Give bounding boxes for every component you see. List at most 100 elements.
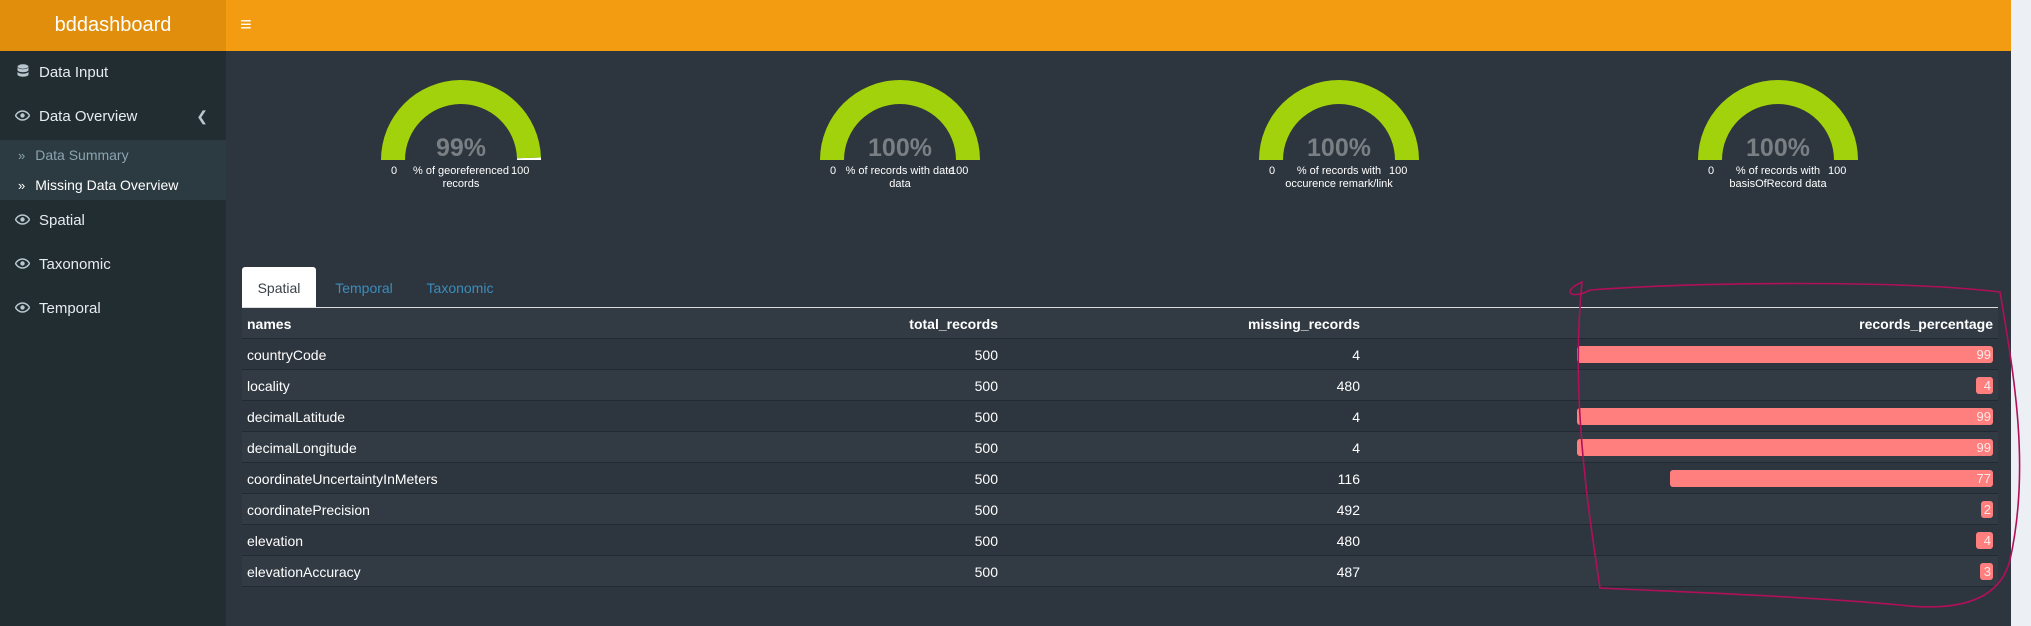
cell-missing-records: 4 [1352, 439, 1360, 456]
percentage-bar-track: 99 [1573, 439, 1993, 456]
cell-missing-records: 480 [1336, 532, 1360, 549]
sidebar-item-label: Spatial [39, 211, 85, 229]
eye-icon [14, 213, 31, 228]
gauge-fill [1698, 79, 1858, 160]
cell-missing-records: 480 [1336, 377, 1360, 394]
missing-data-table: names total_records missing_records reco… [242, 308, 1998, 587]
percentage-bar-track: 4 [1573, 532, 1993, 549]
gauge-fill [1259, 79, 1419, 160]
cell-total-records: 500 [974, 470, 998, 487]
gauge-label: % of records with date data [845, 165, 955, 190]
top-navbar: ≡ [226, 0, 2011, 51]
gauge-value: 100% [868, 134, 932, 162]
column-header-records-percentage[interactable]: records_percentage [1859, 315, 1993, 332]
table-row: countryCode 500 4 99 [242, 339, 1998, 370]
cell-name: coordinatePrecision [247, 501, 370, 518]
gauge-min: 0 [1708, 165, 1715, 177]
chevron-left-icon[interactable]: ❮ [196, 107, 208, 124]
sidebar-item-data-input[interactable]: Data Input [0, 52, 226, 92]
percentage-bar: 2 [1981, 501, 1993, 518]
table-row: coordinateUncertaintyInMeters 500 116 77 [242, 463, 1998, 494]
gauge-value: 100% [1307, 134, 1371, 162]
gauge-arc [381, 79, 541, 160]
gauge-max: 100 [1389, 165, 1408, 177]
cell-name: decimalLatitude [247, 408, 346, 425]
sidebar-subitem-data-summary[interactable]: » Data Summary [0, 140, 226, 170]
cell-total-records: 500 [974, 439, 998, 456]
app-logo[interactable]: bddashboard [0, 0, 226, 51]
percentage-bar-track: 3 [1573, 563, 1993, 580]
cell-total-records: 500 [974, 377, 998, 394]
table-row: locality 500 480 4 [242, 370, 1998, 401]
gauge-min: 0 [1269, 165, 1276, 177]
column-header-missing-records[interactable]: missing_records [1247, 315, 1360, 332]
tab-temporal[interactable]: Temporal [335, 279, 393, 296]
cell-missing-records: 4 [1352, 408, 1360, 425]
tab-divider [242, 307, 1998, 308]
table-row: coordinatePrecision 500 492 2 [242, 494, 1998, 525]
percentage-bar: 99 [1577, 346, 1993, 363]
sidebar-subitem-label: Data Summary [35, 147, 129, 163]
cell-missing-records: 4 [1352, 346, 1360, 363]
percentage-bar-track: 77 [1573, 470, 1993, 487]
cell-name: locality [247, 377, 290, 394]
sidebar-item-temporal[interactable]: Temporal [0, 288, 226, 328]
table-row: decimalLongitude 500 4 99 [242, 432, 1998, 463]
gauge-label: % of georeferenced records [412, 165, 509, 190]
gauge-value: 100% [1746, 134, 1810, 162]
column-header-names[interactable]: names [247, 315, 292, 332]
sidebar-subitem-missing-data-overview[interactable]: » Missing Data Overview [0, 170, 226, 200]
eye-icon [14, 301, 31, 316]
gauge-arc [1259, 79, 1419, 160]
column-header-total-records[interactable]: total_records [909, 315, 998, 332]
percentage-bar: 4 [1976, 377, 1993, 394]
cell-name: countryCode [247, 346, 327, 363]
gauge-occurrence-remark: 100% 0 100 % of records with occurence r… [1254, 78, 1424, 198]
percentage-bar: 99 [1577, 439, 1993, 456]
cell-total-records: 500 [974, 563, 998, 580]
gauge-remainder [516, 157, 541, 160]
sidebar-item-data-overview[interactable]: Data Overview ❮ [0, 96, 226, 136]
gauge-max: 100 [511, 165, 530, 177]
gauge-value: 99% [435, 134, 487, 162]
eye-icon [14, 109, 31, 124]
cell-name: decimalLongitude [247, 439, 357, 456]
cell-name: elevationAccuracy [247, 563, 361, 580]
eye-icon [14, 257, 31, 272]
sidebar-item-label: Taxonomic [39, 255, 111, 273]
percentage-bar: 99 [1577, 408, 1993, 425]
sidebar-item-taxonomic[interactable]: Taxonomic [0, 244, 226, 284]
gauge-max: 100 [950, 165, 969, 177]
percentage-bar: 3 [1980, 563, 1993, 580]
sidebar-item-label: Temporal [39, 299, 101, 317]
gauge-fill [820, 79, 980, 160]
page-scrollbar[interactable] [2011, 0, 2031, 626]
cell-total-records: 500 [974, 408, 998, 425]
gauge-label: % of records with basisOfRecord data [1729, 165, 1827, 190]
sidebar-subitem-label: Missing Data Overview [35, 177, 179, 193]
table-row: elevation 500 480 4 [242, 525, 1998, 556]
sidebar-item-label: Data Overview [39, 107, 138, 125]
gauge-georeferenced: 99% 0 100 % of georeferenced records [376, 78, 546, 198]
percentage-bar: 77 [1669, 470, 1993, 487]
double-chevron-right-icon: » [18, 147, 26, 163]
percentage-bar-track: 99 [1573, 408, 1993, 425]
gauge-min: 0 [830, 165, 837, 177]
percentage-bar-track: 99 [1573, 346, 1993, 363]
gauge-arc [1698, 79, 1858, 160]
tab-taxonomic[interactable]: Taxonomic [426, 279, 494, 296]
sidebar-item-label: Data Input [39, 63, 109, 81]
table-row: decimalLatitude 500 4 99 [242, 401, 1998, 432]
table-header: names total_records missing_records reco… [242, 308, 1998, 339]
cell-name: elevation [247, 532, 304, 549]
gauge-label: % of records with occurence remark/link [1285, 165, 1393, 190]
cell-missing-records: 487 [1336, 563, 1360, 580]
sidebar-item-spatial[interactable]: Spatial [0, 200, 226, 240]
cell-total-records: 500 [974, 501, 998, 518]
gauge-max: 100 [1828, 165, 1847, 177]
hamburger-icon[interactable]: ≡ [240, 14, 252, 36]
percentage-bar-track: 4 [1573, 377, 1993, 394]
tab-spatial[interactable]: Spatial [242, 267, 316, 308]
cell-total-records: 500 [974, 532, 998, 549]
gauge-basis-of-record: 100% 0 100 % of records with basisOfReco… [1693, 78, 1863, 198]
